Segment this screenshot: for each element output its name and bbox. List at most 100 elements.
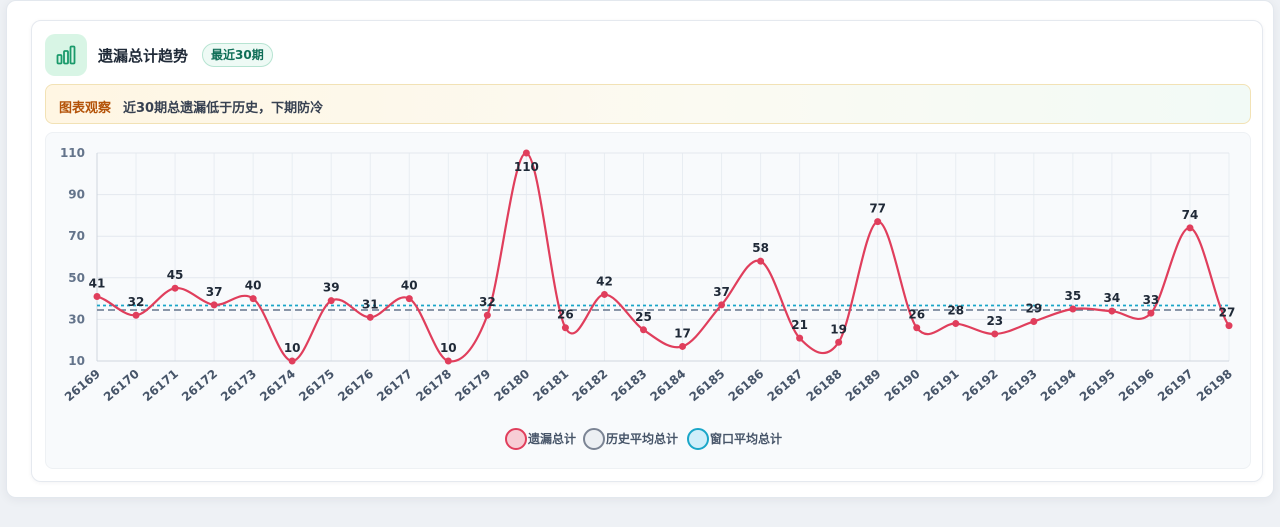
data-point (210, 301, 218, 309)
data-label: 31 (362, 297, 379, 311)
x-tick-label: 26193 (999, 367, 1040, 405)
data-point (1186, 224, 1194, 232)
y-tick-label: 50 (68, 271, 85, 285)
data-label: 40 (401, 279, 418, 293)
x-tick-label: 26195 (1077, 367, 1118, 405)
x-tick-label: 26179 (452, 367, 493, 405)
data-label: 32 (128, 295, 145, 309)
x-tick-label: 26186 (726, 367, 767, 405)
data-label: 29 (1025, 301, 1042, 315)
x-tick-label: 26183 (608, 367, 649, 405)
data-label: 10 (284, 341, 301, 355)
x-tick-label: 26170 (101, 367, 142, 405)
x-tick-label: 26173 (218, 367, 259, 405)
data-label: 23 (986, 314, 1003, 328)
data-label: 17 (674, 326, 691, 340)
y-tick-label: 10 (68, 354, 85, 368)
x-tick-label: 26189 (843, 367, 884, 405)
data-point (288, 357, 296, 365)
x-tick-label: 26190 (882, 367, 923, 405)
observation-tag: 图表观察 (59, 101, 112, 116)
data-point (835, 338, 843, 346)
x-tick-label: 26169 (62, 367, 103, 405)
data-label: 74 (1182, 208, 1199, 222)
data-point (93, 293, 101, 301)
x-tick-label: 26180 (491, 367, 532, 405)
data-point (561, 324, 569, 332)
legend-swatch (505, 428, 527, 450)
bar-chart-icon (45, 34, 87, 76)
data-point (796, 334, 804, 342)
data-label: 110 (514, 160, 539, 174)
series-line-遗漏总计 (96, 151, 1230, 363)
data-point (913, 324, 921, 332)
data-label: 77 (869, 202, 886, 216)
legend-swatch (687, 428, 709, 450)
data-label: 35 (1065, 289, 1082, 303)
x-tick-label: 26194 (1038, 367, 1079, 405)
data-label: 27 (1219, 306, 1236, 320)
y-tick-label: 30 (68, 312, 85, 326)
data-label: 45 (167, 268, 184, 282)
data-point (1108, 307, 1116, 315)
x-tick-label: 26198 (1194, 367, 1235, 405)
data-point (132, 311, 140, 319)
data-label: 21 (791, 318, 808, 332)
x-tick-label: 26192 (960, 367, 1001, 405)
data-point (1030, 317, 1038, 325)
data-point (679, 342, 687, 350)
data-point (327, 297, 335, 305)
data-label: 42 (596, 274, 613, 288)
observation-banner: 图表观察 近30期总遗漏低于历史，下期防冷 (45, 84, 1251, 124)
x-tick-label: 26171 (140, 367, 181, 405)
y-tick-label: 70 (68, 229, 85, 243)
x-tick-label: 26176 (335, 367, 376, 405)
x-tick-label: 26177 (374, 367, 415, 405)
x-tick-label: 26175 (296, 367, 337, 405)
x-tick-label: 26182 (569, 367, 610, 405)
data-label: 37 (713, 285, 730, 299)
data-point (444, 357, 452, 365)
data-label: 25 (635, 310, 652, 324)
data-point (1225, 322, 1233, 330)
data-point (952, 320, 960, 328)
x-tick-label: 26196 (1116, 367, 1157, 405)
data-point (1147, 309, 1155, 317)
data-label: 19 (830, 322, 847, 336)
trend-card: 遗漏总计趋势 最近30期 图表观察 近30期总遗漏低于历史，下期防冷 10 30 5… (31, 20, 1263, 482)
legend-label: 窗口平均总计 (710, 431, 782, 446)
x-tick-label: 26191 (921, 367, 962, 405)
data-point (171, 284, 179, 292)
x-tick-label: 26187 (765, 367, 806, 405)
data-label: 37 (206, 285, 223, 299)
page-container: 遗漏总计趋势 最近30期 图表观察 近30期总遗漏低于历史，下期防冷 10 30 5… (6, 0, 1274, 498)
data-label: 33 (1143, 293, 1160, 307)
legend-label: 遗漏总计 (527, 431, 576, 446)
data-label: 58 (752, 241, 769, 255)
x-tick-label: 26188 (804, 367, 845, 405)
legend-swatch (583, 428, 605, 450)
data-label: 26 (557, 308, 574, 322)
card-title: 遗漏总计趋势 (98, 47, 189, 65)
x-tick-label: 26185 (686, 367, 727, 405)
period-badge[interactable]: 最近30期 (202, 43, 273, 67)
data-label: 32 (479, 295, 496, 309)
data-point (874, 218, 882, 226)
data-point (991, 330, 999, 338)
x-tick-label: 26172 (179, 367, 220, 405)
chart-area: 10 30 50 70 90 110 26169 26170 26171 26172 26173 26… (45, 132, 1251, 469)
data-point (1069, 305, 1077, 313)
data-label: 10 (440, 341, 457, 355)
data-point (405, 295, 413, 303)
x-tick-label: 26178 (413, 367, 454, 405)
data-point (249, 295, 257, 303)
data-label: 40 (245, 279, 262, 293)
data-point (600, 290, 608, 298)
data-point (522, 149, 530, 157)
x-tick-label: 26174 (257, 367, 298, 405)
observation-text: 近30期总遗漏低于历史，下期防冷 (123, 101, 324, 116)
x-tick-label: 26181 (530, 367, 571, 405)
data-label: 34 (1104, 291, 1121, 305)
data-label: 39 (323, 281, 340, 295)
data-point (366, 313, 374, 321)
